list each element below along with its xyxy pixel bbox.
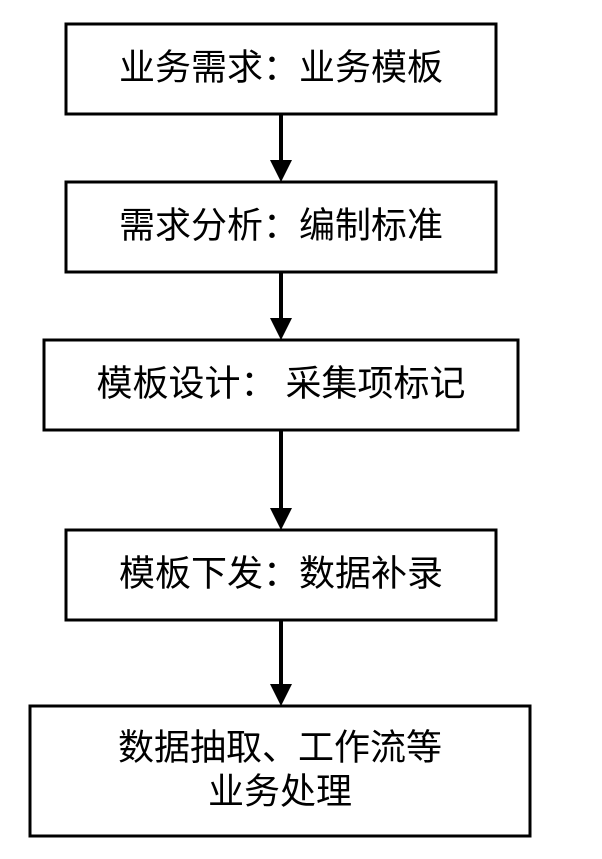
flow-node: 业务需求：业务模板 bbox=[66, 24, 496, 114]
flow-arrow bbox=[270, 430, 292, 530]
flow-arrow bbox=[270, 620, 292, 706]
flow-node: 模板设计： 采集项标记 bbox=[44, 340, 518, 430]
flow-node-label: 业务处理 bbox=[208, 771, 352, 811]
flow-node-label: 业务需求：业务模板 bbox=[119, 47, 443, 87]
flow-node-label: 需求分析：编制标准 bbox=[119, 205, 443, 245]
flow-node: 模板下发：数据补录 bbox=[66, 530, 496, 620]
flow-node-label: 模板下发：数据补录 bbox=[119, 553, 443, 593]
flow-node: 需求分析：编制标准 bbox=[66, 182, 496, 272]
flowchart-canvas: 业务需求：业务模板需求分析：编制标准模板设计： 采集项标记模板下发：数据补录数据… bbox=[0, 0, 602, 859]
flow-arrow bbox=[270, 114, 292, 182]
flow-node-label: 数据抽取、工作流等 bbox=[118, 727, 442, 767]
flow-node-label: 模板设计： 采集项标记 bbox=[96, 363, 465, 403]
flow-node: 数据抽取、工作流等业务处理 bbox=[30, 706, 530, 836]
flow-arrow bbox=[270, 272, 292, 340]
